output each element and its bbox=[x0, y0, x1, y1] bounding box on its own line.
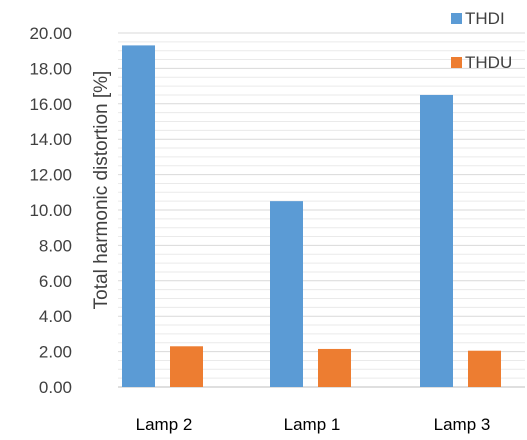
y-tick-label: 12.00 bbox=[29, 166, 72, 185]
category-label: Lamp 1 bbox=[284, 415, 341, 434]
y-tick-label: 16.00 bbox=[29, 95, 72, 114]
bar-thdi-lamp-3 bbox=[420, 94, 453, 387]
y-tick-label: 2.00 bbox=[39, 343, 72, 362]
gridlines bbox=[118, 32, 525, 388]
y-tick-label: 20.00 bbox=[29, 24, 72, 43]
y-tick-label: 18.00 bbox=[29, 59, 72, 78]
y-tick-label: 6.00 bbox=[39, 272, 72, 291]
y-tick-label: 8.00 bbox=[39, 236, 72, 255]
y-tick-label: 14.00 bbox=[29, 130, 72, 149]
legend: THDI THDU bbox=[451, 9, 512, 72]
category-labels: Lamp 2 Lamp 1 Lamp 3 bbox=[136, 415, 491, 434]
legend-label-thdi: THDI bbox=[465, 9, 505, 28]
y-tick-label: 10.00 bbox=[29, 201, 72, 220]
y-axis-label: Total harmonic distortion [%] bbox=[91, 71, 112, 310]
category-label: Lamp 2 bbox=[136, 415, 193, 434]
bar-thdu-lamp-3 bbox=[468, 350, 501, 387]
bar-thdu-lamp-2 bbox=[170, 346, 203, 387]
y-tick-labels: 0.00 2.00 4.00 6.00 8.00 10.00 12.00 14.00 16.00… bbox=[29, 24, 72, 397]
category-label: Lamp 3 bbox=[434, 415, 491, 434]
bar-thdu-lamp-1 bbox=[318, 348, 351, 387]
legend-swatch-thdi bbox=[451, 13, 462, 24]
y-tick-label: 0.00 bbox=[39, 378, 72, 397]
legend-label-thdu: THDU bbox=[465, 53, 512, 72]
y-tick-label: 4.00 bbox=[39, 307, 72, 326]
bar-thdi-lamp-1 bbox=[270, 201, 303, 387]
legend-swatch-thdu bbox=[451, 57, 462, 68]
bar-thdi-lamp-2 bbox=[122, 45, 155, 387]
bars bbox=[122, 45, 501, 387]
